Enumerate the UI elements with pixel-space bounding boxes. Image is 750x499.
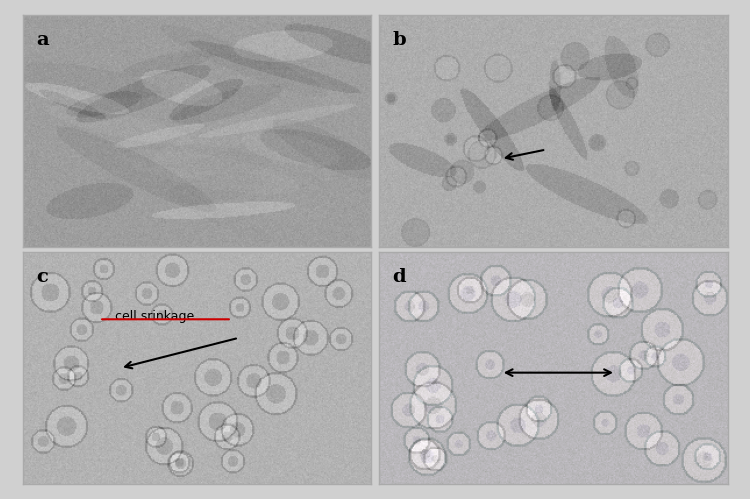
Text: cell srinkage: cell srinkage (116, 310, 195, 323)
Text: a: a (37, 31, 50, 49)
Text: d: d (393, 268, 406, 286)
Text: b: b (393, 31, 406, 49)
Text: c: c (37, 268, 48, 286)
